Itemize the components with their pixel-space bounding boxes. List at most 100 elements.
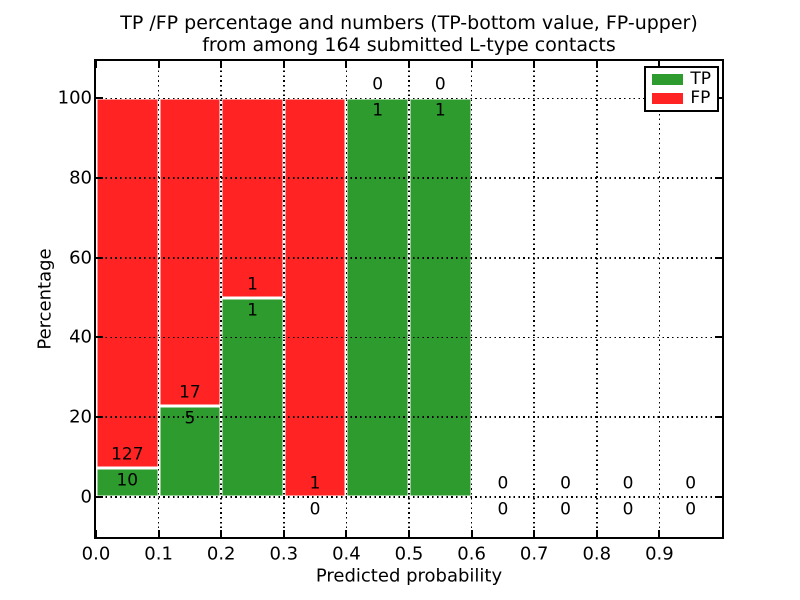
v-gridline xyxy=(220,61,222,537)
v-gridline xyxy=(658,61,661,537)
y-tick-label: 80 xyxy=(69,167,92,189)
x-axis-tick xyxy=(658,61,661,68)
fp-count-label: 0 xyxy=(497,473,509,494)
legend-label-tp: TP xyxy=(690,69,711,89)
bar-segment-tp xyxy=(96,467,159,497)
x-tick-label: 0.6 xyxy=(457,543,486,565)
x-tick-label: 0.7 xyxy=(519,543,549,565)
x-axis-tick xyxy=(220,530,223,537)
legend: TP FP xyxy=(644,66,719,112)
x-axis-tick xyxy=(470,61,473,68)
y-axis-tick xyxy=(96,416,103,419)
x-tick-label: 0.4 xyxy=(332,543,361,565)
bar-segment-tp xyxy=(409,98,472,497)
bar-segment-tp xyxy=(346,98,409,497)
tp-swatch-icon xyxy=(652,74,684,85)
bar-segment-fp xyxy=(221,98,284,298)
fp-count-label: 1 xyxy=(247,274,258,295)
tp-count-label: 1 xyxy=(247,300,258,321)
y-axis-tick xyxy=(715,495,722,498)
y-tick-label: 20 xyxy=(69,406,92,428)
y-axis-label: Percentage xyxy=(34,248,56,350)
fp-count-label: 0 xyxy=(685,473,697,494)
fp-count-label: 17 xyxy=(179,382,201,403)
x-tick-label: 0.8 xyxy=(582,543,612,565)
y-axis-tick xyxy=(96,256,103,259)
fp-count-label: 0 xyxy=(372,74,384,95)
x-axis-tick xyxy=(95,61,97,68)
fp-swatch-icon xyxy=(652,93,684,104)
x-axis-tick xyxy=(345,530,348,537)
tp-count-label: 0 xyxy=(685,499,697,520)
y-axis-tick xyxy=(715,336,722,339)
y-axis-tick xyxy=(715,256,722,259)
plot-area: 127 10 17 5 1 1 1 0 0 1 0 1 0 0 0 0 0 0 0 0 TP FP xyxy=(94,59,724,539)
fp-count-label: 1 xyxy=(309,473,321,494)
fp-count-label: 0 xyxy=(622,473,634,494)
x-axis-label: Predicted probability xyxy=(315,565,503,587)
y-tick-label: 40 xyxy=(69,326,92,348)
x-tick-label: 0.2 xyxy=(206,543,236,565)
bar-segment-fp xyxy=(96,98,159,468)
y-tick-label: 60 xyxy=(69,247,92,269)
x-tick-label: 0.1 xyxy=(144,543,173,565)
v-gridline xyxy=(408,61,410,537)
x-axis-tick xyxy=(470,530,473,537)
fp-count-label: 0 xyxy=(434,74,446,95)
legend-item-fp: FP xyxy=(652,88,711,108)
x-axis-tick xyxy=(157,530,160,537)
y-axis-tick xyxy=(96,336,103,339)
y-tick-label: 100 xyxy=(57,87,92,109)
x-axis-tick xyxy=(658,530,661,537)
x-tick-label: 0.9 xyxy=(645,543,674,565)
bar-segment-tp xyxy=(158,406,222,497)
legend-item-tp: TP xyxy=(652,69,711,89)
x-tick-label: 0.5 xyxy=(394,543,424,565)
x-axis-tick xyxy=(533,61,536,68)
bar-segment-tp xyxy=(221,297,284,497)
x-axis-tick xyxy=(95,530,97,537)
chart-title-line1: TP /FP percentage and numbers (TP-bottom… xyxy=(120,12,698,34)
tp-count-label: 1 xyxy=(434,100,446,121)
bar-segment-fp xyxy=(283,98,347,497)
v-gridline xyxy=(283,61,285,537)
x-axis-tick xyxy=(282,61,285,68)
y-tick-label: 0 xyxy=(80,486,92,508)
x-axis-tick xyxy=(345,61,348,68)
y-axis-tick xyxy=(96,495,103,498)
x-axis-tick xyxy=(282,530,285,537)
tp-count-label: 1 xyxy=(372,100,384,121)
x-tick-label: 0.3 xyxy=(269,543,299,565)
v-gridline xyxy=(345,61,348,537)
v-gridline xyxy=(157,61,160,537)
tp-count-label: 10 xyxy=(116,470,139,491)
v-gridline xyxy=(470,61,473,537)
tp-count-label: 5 xyxy=(184,408,196,429)
v-gridline xyxy=(533,61,535,537)
fp-count-label: 127 xyxy=(111,444,144,465)
grid-layer xyxy=(96,61,722,537)
x-axis-tick xyxy=(595,530,598,537)
x-axis-tick xyxy=(595,61,598,68)
tp-count-label: 0 xyxy=(622,499,634,520)
fp-count-label: 0 xyxy=(560,473,571,494)
x-tick-label: 0.0 xyxy=(81,543,111,565)
chart-title: TP /FP percentage and numbers (TP-bottom… xyxy=(96,12,722,56)
tp-count-label: 0 xyxy=(560,499,571,520)
bar-segment-fp xyxy=(158,98,222,407)
v-gridline xyxy=(596,61,598,537)
count-labels-layer: 127 10 17 5 1 1 1 0 0 1 0 1 0 0 0 0 0 0 0 0 xyxy=(96,61,722,537)
legend-label-fp: FP xyxy=(690,88,711,108)
tp-count-label: 0 xyxy=(309,499,321,520)
y-axis-tick xyxy=(96,97,103,100)
y-axis-tick xyxy=(715,416,722,419)
x-axis-tick xyxy=(408,530,410,537)
y-axis-tick xyxy=(96,177,103,180)
chart-title-line2: from among 164 submitted L-type contacts xyxy=(202,34,616,56)
ticks-layer xyxy=(95,61,722,537)
x-axis-tick xyxy=(220,61,223,68)
tp-count-label: 0 xyxy=(497,499,509,520)
y-axis-tick xyxy=(715,177,722,180)
x-axis-tick xyxy=(533,530,536,537)
